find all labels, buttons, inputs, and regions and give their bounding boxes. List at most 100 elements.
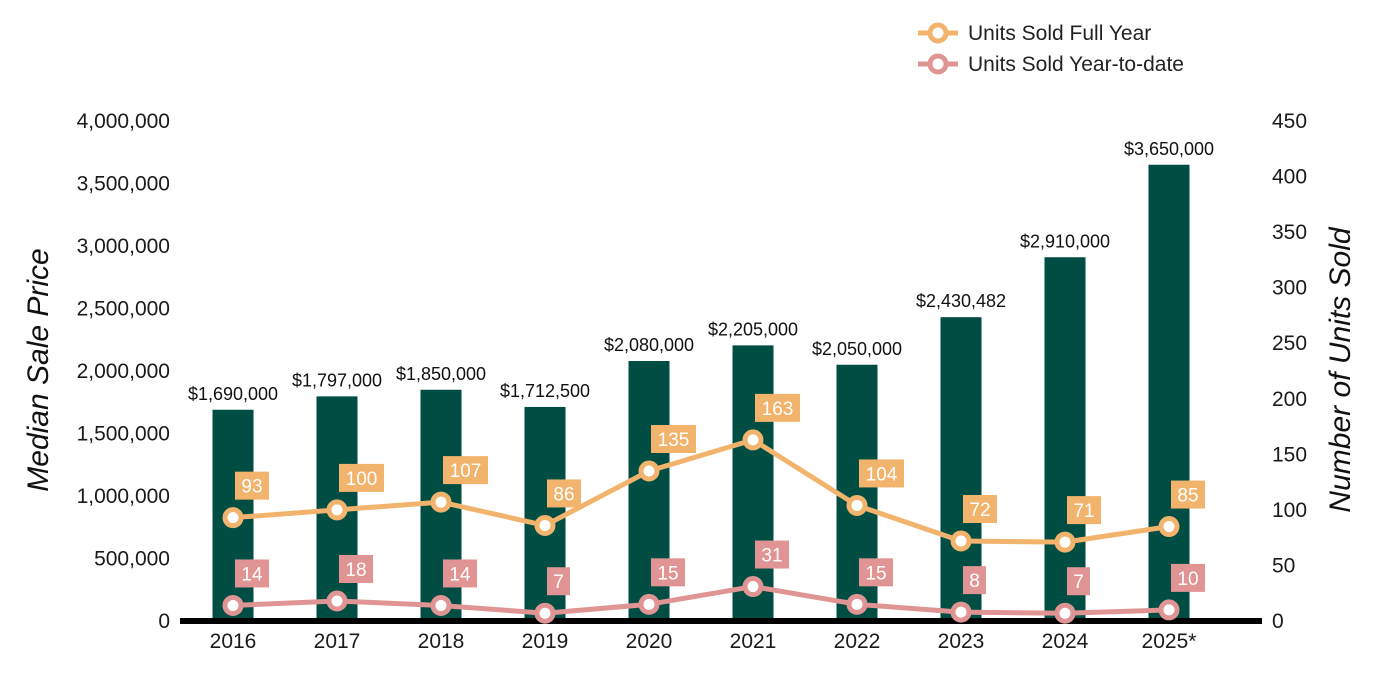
legend-marker-ytd [927, 53, 949, 75]
y-axis-left-ticks: 4,000,000 3,500,000 3,000,000 2,500,000 2,00… [77, 110, 170, 633]
y-right-tick-label: 400 [1272, 166, 1307, 189]
series-point [1158, 516, 1180, 538]
point-value-label: 163 [762, 399, 794, 420]
point-label-box [1171, 480, 1205, 509]
y-left-tick-label: 4,000,000 [77, 110, 170, 133]
series-point [326, 499, 348, 521]
y-left-tick-label: 1,500,000 [77, 423, 170, 446]
point-value-label: 86 [553, 484, 574, 505]
y-left-tick-label: 500,000 [94, 548, 170, 571]
point-value-label: 7 [1073, 572, 1084, 593]
point-value-label: 135 [658, 430, 690, 451]
y-left-tick-label: 0 [158, 610, 170, 633]
point-label-box [651, 558, 685, 587]
x-tick-label: 2024 [1042, 630, 1089, 653]
series-point [534, 514, 556, 536]
point-label-box [547, 479, 581, 508]
point-label-box [339, 463, 384, 492]
y-right-tick-label: 50 [1272, 554, 1295, 577]
x-tick-label: 2025* [1142, 630, 1197, 653]
series-point [1054, 531, 1076, 553]
point-label-box [1067, 496, 1101, 525]
point-label-box [651, 425, 696, 453]
bar-value-label: $2,430,482 [916, 291, 1006, 311]
series-point [950, 601, 972, 623]
series-point [742, 429, 764, 451]
y-right-tick-label: 150 [1272, 443, 1307, 466]
series-point [742, 576, 764, 598]
bar [1044, 257, 1086, 621]
point-value-label: 107 [450, 461, 482, 482]
series-point [430, 594, 452, 616]
point-value-label: 8 [969, 571, 980, 592]
point-label-box [859, 459, 904, 488]
point-value-label: 72 [969, 500, 990, 521]
bar-value-label: $1,797,000 [292, 370, 382, 390]
point-value-label: 71 [1073, 501, 1094, 522]
point-value-label: 18 [345, 560, 366, 581]
point-value-label: 93 [241, 477, 262, 498]
y-left-tick-label: 1,000,000 [77, 485, 170, 508]
y-right-tick-label: 250 [1272, 332, 1307, 355]
series-point [1158, 599, 1180, 621]
series-point [222, 594, 244, 616]
legend-label-ytd: Units Sold Year-to-date [968, 53, 1184, 76]
point-value-label: 10 [1177, 569, 1198, 590]
point-label-box [1067, 567, 1090, 596]
y-right-tick-label: 300 [1272, 277, 1307, 300]
y-axis-right-title: Number of Units Sold [1324, 226, 1357, 512]
x-tick-label: 2023 [938, 630, 985, 653]
y-left-tick-label: 3,000,000 [77, 235, 170, 258]
y-left-tick-label: 2,000,000 [77, 360, 170, 383]
line-series-0: 93 100 107 86 135 163 104 72 71 85 [222, 393, 1205, 553]
y-left-tick-label: 2,500,000 [77, 298, 170, 321]
x-tick-label: 2017 [314, 630, 361, 653]
point-value-label: 85 [1177, 486, 1198, 507]
line-series: 93 100 107 86 135 163 104 72 71 85 14 18 14 7 15 31 15 8 7… [222, 393, 1205, 624]
point-label-box [963, 495, 997, 523]
y-axis-left-title: Median Sale Price [22, 248, 55, 491]
legend: Units Sold Full Year Units Sold Year-to-… [918, 22, 1184, 76]
x-tick-label: 2016 [210, 630, 257, 653]
x-tick-label: 2019 [522, 630, 569, 653]
point-value-label: 100 [346, 469, 378, 490]
y-right-tick-label: 100 [1272, 499, 1307, 522]
point-value-label: 15 [657, 563, 678, 584]
y-left-tick-label: 3,500,000 [77, 173, 170, 196]
legend-item-units-full-year: Units Sold Full Year [918, 22, 1151, 45]
point-label-box [339, 555, 373, 583]
series-point [638, 593, 660, 615]
point-label-box [443, 456, 488, 485]
legend-marker-full-year [927, 22, 949, 44]
x-tick-label: 2018 [418, 630, 465, 653]
x-axis-ticks: 2016 2017 2018 2019 2020 2021 2022 2023 2024 2025… [210, 630, 1197, 653]
y-right-tick-label: 200 [1272, 388, 1307, 411]
series-point [846, 494, 868, 516]
point-label-box [547, 567, 570, 596]
point-value-label: 104 [866, 464, 898, 485]
y-right-tick-label: 350 [1272, 221, 1307, 244]
point-label-box [443, 559, 477, 588]
series-point [1054, 602, 1076, 624]
x-tick-label: 2021 [730, 630, 777, 653]
point-value-label: 14 [449, 564, 471, 585]
point-label-box [235, 471, 269, 500]
point-label-box [1171, 563, 1205, 592]
series-line [232, 437, 1170, 545]
point-label-box [963, 566, 986, 595]
series-point [222, 507, 244, 529]
point-value-label: 7 [553, 572, 564, 593]
bar [732, 345, 774, 621]
bar-value-label: $1,850,000 [396, 364, 486, 384]
bar-value-label: $2,050,000 [812, 339, 902, 359]
bar [1148, 164, 1190, 621]
bar-value-label: $3,650,000 [1124, 139, 1214, 159]
line-series-1: 14 18 14 7 15 31 15 8 7 10 [222, 540, 1205, 624]
series-point [846, 593, 868, 615]
bar-labels: $1,690,000 $1,797,000 $1,850,000 $1,712,500… [188, 139, 1214, 404]
series-point [638, 460, 660, 482]
series-line [232, 584, 1170, 616]
point-value-label: 15 [865, 563, 886, 584]
bar-value-label: $2,080,000 [604, 335, 694, 355]
